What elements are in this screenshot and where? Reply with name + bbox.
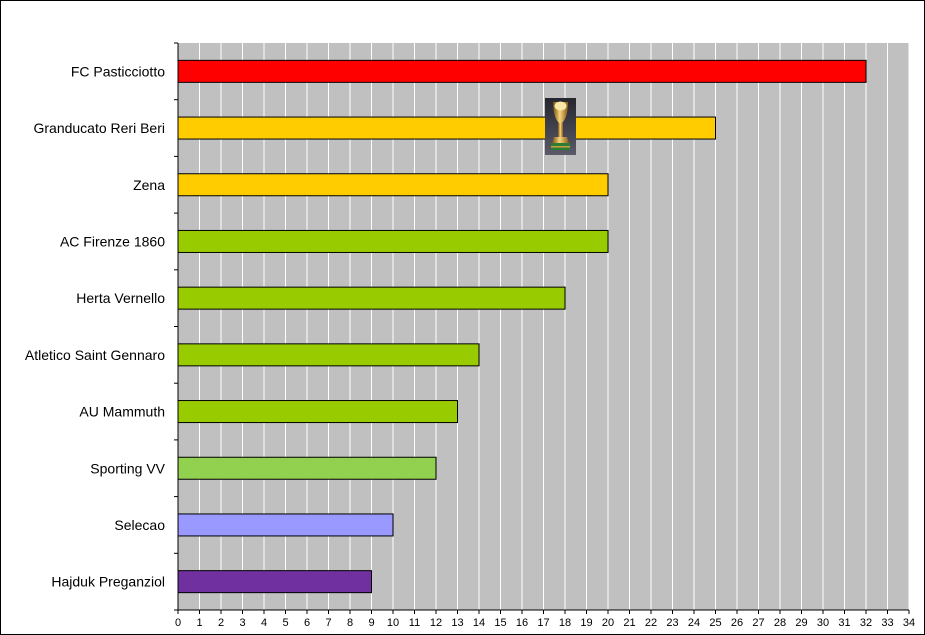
x-tick-label: 9 <box>368 617 374 629</box>
x-tick-label: 5 <box>282 617 288 629</box>
x-tick-label: 17 <box>537 617 549 629</box>
x-tick-label: 27 <box>752 617 764 629</box>
x-tick-label: 1 <box>196 617 202 629</box>
x-tick-label: 3 <box>239 617 245 629</box>
category-label: AU Mammuth <box>79 404 165 420</box>
bar <box>177 400 458 424</box>
x-tick-label: 12 <box>430 617 442 629</box>
x-tick-label: 32 <box>860 617 872 629</box>
category-label: AC Firenze 1860 <box>60 233 165 249</box>
x-tick-label: 16 <box>516 617 528 629</box>
x-tick-label: 8 <box>347 617 353 629</box>
x-tick-label: 4 <box>261 617 267 629</box>
x-tick-label: 11 <box>409 617 420 629</box>
axes <box>174 42 910 614</box>
bar <box>177 229 609 253</box>
x-tick-label: 34 <box>903 617 915 629</box>
category-labels: FC Pasticciotto Granducato Reri Beri Zena A… <box>25 63 166 589</box>
bar <box>177 286 566 310</box>
x-tick-label: 21 <box>623 617 635 629</box>
x-tick-label: 2 <box>218 617 224 629</box>
category-label: Granducato Reri Beri <box>33 120 165 136</box>
x-tick-label: 19 <box>580 617 592 629</box>
x-tick-label: 25 <box>709 617 721 629</box>
bar <box>177 456 437 480</box>
x-tick-label: 14 <box>473 617 485 629</box>
x-tick-label: 23 <box>666 617 678 629</box>
x-tick-label: 29 <box>795 617 807 629</box>
bar <box>177 59 867 83</box>
x-tick-label: 15 <box>494 617 506 629</box>
x-tick-label: 26 <box>731 617 743 629</box>
bar <box>177 116 716 140</box>
x-tick-label: 20 <box>602 617 614 629</box>
x-tick-label: 30 <box>817 617 829 629</box>
bar <box>177 173 609 197</box>
category-label: Selecao <box>114 517 165 533</box>
trophy-icon <box>545 98 576 155</box>
x-tick-label: 7 <box>325 617 331 629</box>
x-tick-label: 10 <box>387 617 399 629</box>
x-tick-label: 24 <box>688 617 700 629</box>
category-label: Sporting VV <box>90 460 165 476</box>
x-tick-label: 0 <box>175 617 181 629</box>
x-tick-label: 22 <box>645 617 657 629</box>
category-label: FC Pasticciotto <box>71 63 165 79</box>
x-tick-label: 13 <box>451 617 463 629</box>
category-label: Herta Vernello <box>76 290 165 306</box>
bar <box>177 570 372 594</box>
category-label: Zena <box>133 177 165 193</box>
x-tick-label: 33 <box>881 617 893 629</box>
x-tick-label: 28 <box>774 617 786 629</box>
x-tick-label: 18 <box>559 617 571 629</box>
category-label: Atletico Saint Gennaro <box>25 347 165 363</box>
bar <box>177 343 480 367</box>
x-tick-labels: 0 1 2 3 4 5 6 7 8 9 10 11 12 13 14 15 16 17 18 19 20 21 22 23 24… <box>175 617 915 629</box>
bars <box>177 59 867 594</box>
x-tick-label: 6 <box>304 617 310 629</box>
x-tick-label: 31 <box>838 617 850 629</box>
category-label: Hajduk Preganziol <box>51 574 165 590</box>
bar <box>177 513 394 537</box>
